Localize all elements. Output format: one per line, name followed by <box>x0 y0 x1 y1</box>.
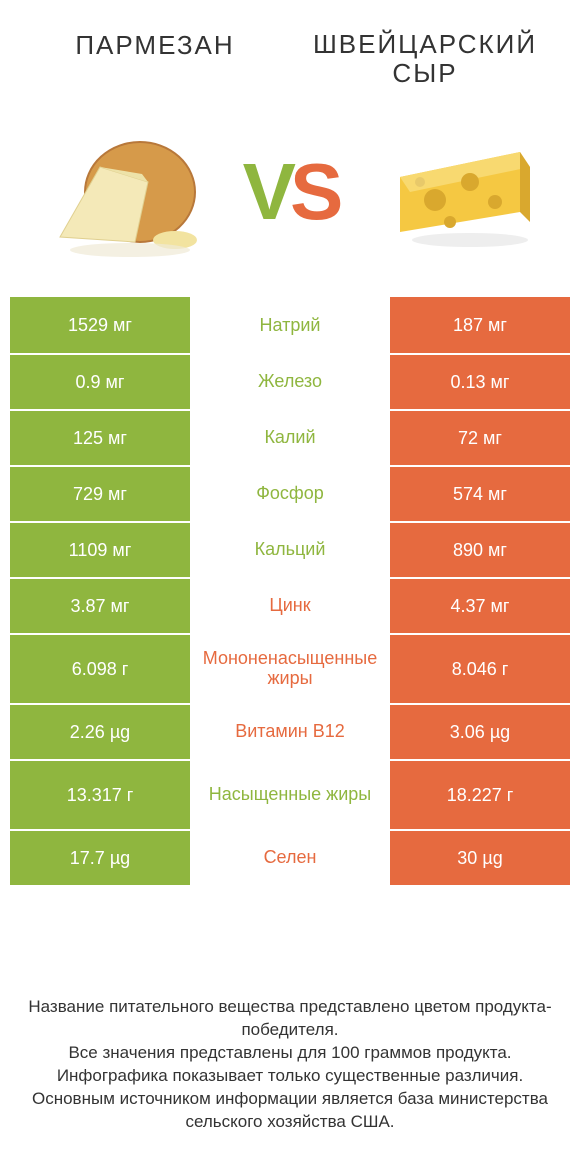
right-value: 3.06 µg <box>390 703 570 759</box>
images-row: VS <box>0 97 580 297</box>
table-row: 1109 мгКальций890 мг <box>10 521 570 577</box>
table-row: 6.098 гМононенасыщенные жиры8.046 г <box>10 633 570 703</box>
left-value: 1529 мг <box>10 297 190 353</box>
nutrient-label: Железо <box>190 353 390 409</box>
nutrient-label: Фосфор <box>190 465 390 521</box>
vs-v: V <box>243 147 290 236</box>
right-value: 8.046 г <box>390 633 570 703</box>
left-value: 3.87 мг <box>10 577 190 633</box>
left-value: 2.26 µg <box>10 703 190 759</box>
left-value: 1109 мг <box>10 521 190 577</box>
table-row: 1529 мгНатрий187 мг <box>10 297 570 353</box>
footer-line4: Основным источником информации является … <box>14 1088 566 1134</box>
footer-line3: Инфографика показывает только существенн… <box>14 1065 566 1088</box>
right-value: 0.13 мг <box>390 353 570 409</box>
left-value: 729 мг <box>10 465 190 521</box>
right-title-line2: СЫР <box>290 59 560 88</box>
right-value: 4.37 мг <box>390 577 570 633</box>
left-value: 13.317 г <box>10 759 190 829</box>
right-value: 18.227 г <box>390 759 570 829</box>
nutrient-label: Насыщенные жиры <box>190 759 390 829</box>
table-row: 729 мгФосфор574 мг <box>10 465 570 521</box>
left-value: 6.098 г <box>10 633 190 703</box>
right-value: 890 мг <box>390 521 570 577</box>
header: ПАРМЕЗАН ШВЕЙЦАРСКИЙ СЫР <box>0 0 580 97</box>
table-row: 2.26 µgВитамин B123.06 µg <box>10 703 570 759</box>
nutrient-label: Витамин B12 <box>190 703 390 759</box>
right-value: 30 µg <box>390 829 570 885</box>
right-value: 574 мг <box>390 465 570 521</box>
table-row: 17.7 µgСелен30 µg <box>10 829 570 885</box>
table-row: 125 мгКалий72 мг <box>10 409 570 465</box>
nutrient-label: Мононенасыщенные жиры <box>190 633 390 703</box>
table-row: 3.87 мгЦинк4.37 мг <box>10 577 570 633</box>
footer-line1: Название питательного вещества представл… <box>14 996 566 1042</box>
right-value: 187 мг <box>390 297 570 353</box>
nutrient-label: Цинк <box>190 577 390 633</box>
table-row: 13.317 гНасыщенные жиры18.227 г <box>10 759 570 829</box>
footer-notes: Название питательного вещества представл… <box>0 996 580 1174</box>
left-product-title: ПАРМЕЗАН <box>20 30 290 61</box>
table-row: 0.9 мгЖелезо0.13 мг <box>10 353 570 409</box>
parmesan-image <box>30 122 210 262</box>
right-title-line1: ШВЕЙЦАРСКИЙ <box>290 30 560 59</box>
vs-s: S <box>290 147 337 236</box>
right-value: 72 мг <box>390 409 570 465</box>
left-value: 125 мг <box>10 409 190 465</box>
nutrient-label: Кальций <box>190 521 390 577</box>
swiss-cheese-image <box>370 122 550 262</box>
footer-line2: Все значения представлены для 100 граммо… <box>14 1042 566 1065</box>
nutrient-label: Калий <box>190 409 390 465</box>
nutrient-label: Натрий <box>190 297 390 353</box>
right-product-title: ШВЕЙЦАРСКИЙ СЫР <box>290 30 560 87</box>
nutrient-label: Селен <box>190 829 390 885</box>
left-value: 17.7 µg <box>10 829 190 885</box>
vs-label: VS <box>243 146 338 238</box>
left-value: 0.9 мг <box>10 353 190 409</box>
comparison-table: 1529 мгНатрий187 мг0.9 мгЖелезо0.13 мг12… <box>10 297 570 885</box>
